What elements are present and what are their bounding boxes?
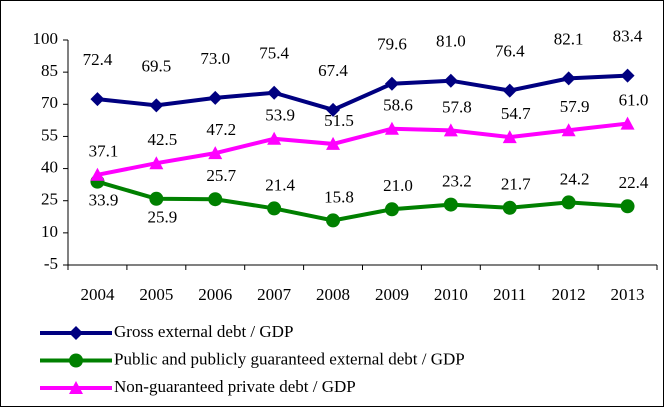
marker xyxy=(502,83,517,98)
legend-label: Public and publicly guaranteed external … xyxy=(114,349,465,368)
marker xyxy=(384,121,399,135)
legend-label: Non-guaranteed private debt / GDP xyxy=(114,377,356,396)
data-label: 25.9 xyxy=(147,208,177,227)
marker xyxy=(149,156,164,170)
data-label: 75.4 xyxy=(259,44,289,63)
data-label: 83.4 xyxy=(613,26,643,45)
data-label: 25.7 xyxy=(206,166,236,185)
marker xyxy=(561,71,576,86)
data-label: 76.4 xyxy=(495,41,525,60)
marker xyxy=(620,116,635,130)
data-label: 72.4 xyxy=(83,50,113,69)
data-label: 82.1 xyxy=(554,29,584,48)
marker xyxy=(326,136,341,150)
data-label: 81.0 xyxy=(436,32,466,51)
data-label: 37.1 xyxy=(89,142,119,161)
data-label: 61.0 xyxy=(619,90,649,109)
series-line xyxy=(96,179,628,223)
x-tick-label: 2006 xyxy=(198,285,232,304)
y-tick-label: 10 xyxy=(41,222,58,241)
y-tick-label: 100 xyxy=(33,29,59,48)
marker xyxy=(208,90,223,105)
marker xyxy=(384,202,399,217)
marker xyxy=(620,199,635,214)
legend-label: Gross external debt / GDP xyxy=(114,322,293,341)
x-tick-label: 2012 xyxy=(552,285,586,304)
marker xyxy=(69,381,83,394)
data-label: 21.4 xyxy=(265,175,295,194)
marker xyxy=(561,195,576,210)
data-label: 53.9 xyxy=(265,106,295,125)
data-label: 58.6 xyxy=(383,96,413,115)
y-tick-label: -5 xyxy=(44,254,58,273)
marker xyxy=(267,85,282,100)
marker xyxy=(443,73,458,88)
marker xyxy=(502,200,517,215)
x-tick-label: 2010 xyxy=(434,285,468,304)
data-label: 33.9 xyxy=(89,191,119,210)
series-line xyxy=(97,73,628,112)
x-tick-label: 2008 xyxy=(316,285,350,304)
y-tick-label: 40 xyxy=(41,157,58,176)
data-label: 54.7 xyxy=(501,104,531,123)
x-tick-label: 2005 xyxy=(139,285,173,304)
data-label: 22.4 xyxy=(619,173,649,192)
marker xyxy=(149,191,164,206)
marker xyxy=(443,197,458,212)
data-label: 73.0 xyxy=(200,49,230,68)
data-label: 23.2 xyxy=(442,171,472,190)
marker xyxy=(267,131,282,145)
marker xyxy=(149,98,164,113)
data-label: 57.8 xyxy=(442,97,472,116)
marker xyxy=(326,102,341,117)
marker xyxy=(69,326,83,340)
x-tick-label: 2004 xyxy=(80,285,115,304)
marker xyxy=(90,167,105,181)
y-tick-label: 85 xyxy=(41,61,58,80)
marker xyxy=(561,123,576,137)
marker xyxy=(69,353,83,368)
marker xyxy=(208,146,223,160)
data-label: 15.8 xyxy=(324,187,354,206)
marker xyxy=(90,92,105,107)
data-label: 79.6 xyxy=(377,35,407,54)
y-tick-label: 70 xyxy=(41,93,58,112)
data-label: 21.7 xyxy=(501,175,531,194)
x-tick-label: 2007 xyxy=(257,285,292,304)
data-label: 47.2 xyxy=(206,120,236,139)
data-label: 69.5 xyxy=(141,56,171,75)
marker xyxy=(443,123,458,137)
data-label: 21.0 xyxy=(383,176,413,195)
data-label: 57.9 xyxy=(560,97,590,116)
x-tick-label: 2013 xyxy=(611,285,645,304)
marker xyxy=(267,201,282,216)
data-label: 51.5 xyxy=(324,111,354,130)
y-tick-label: 55 xyxy=(41,125,58,144)
series-line xyxy=(97,121,628,177)
marker xyxy=(502,130,517,144)
marker xyxy=(208,192,223,207)
marker xyxy=(620,68,635,83)
data-label: 67.4 xyxy=(318,61,348,80)
marker xyxy=(384,76,399,91)
y-tick-label: 25 xyxy=(41,190,58,209)
data-label: 24.2 xyxy=(560,169,590,188)
x-tick-label: 2011 xyxy=(493,285,526,304)
x-tick-label: 2009 xyxy=(375,285,409,304)
marker xyxy=(326,213,341,228)
data-label: 42.5 xyxy=(147,130,177,149)
